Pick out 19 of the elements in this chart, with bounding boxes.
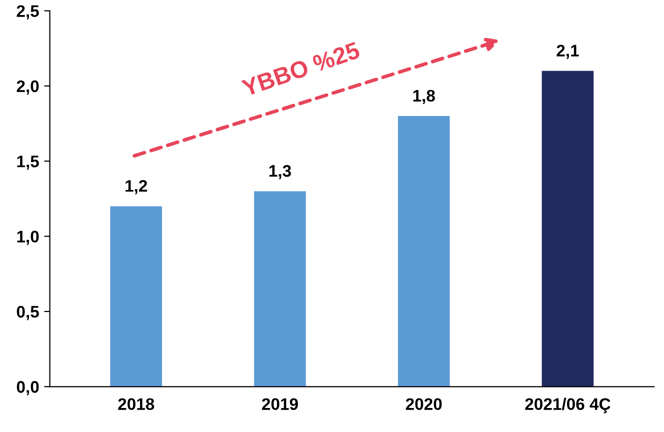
y-tick-label: 1,0 — [17, 230, 39, 245]
bar — [398, 116, 450, 387]
bar — [110, 206, 162, 387]
x-tick-label: 2021/06 4Ç — [525, 398, 610, 414]
x-tick-label: 2018 — [118, 398, 154, 410]
data-label: 1,8 — [413, 90, 435, 104]
y-tick-label: 2,0 — [16, 80, 39, 95]
data-label: 2,1 — [556, 44, 579, 59]
bar — [254, 191, 306, 387]
x-tick-label: 2019 — [262, 398, 298, 410]
data-label: 1,3 — [269, 164, 291, 180]
y-tick-label: 2,5 — [16, 5, 39, 20]
x-tick-label: 2020 — [406, 398, 442, 410]
data-label: 1,2 — [126, 180, 148, 194]
annotation: YBBO %25 — [240, 41, 361, 97]
bar — [542, 70, 594, 387]
y-tick-label: 0,0 — [16, 381, 39, 396]
y-tick-label: 0,5 — [16, 306, 39, 320]
y-tick-label: 1,5 — [17, 156, 39, 170]
